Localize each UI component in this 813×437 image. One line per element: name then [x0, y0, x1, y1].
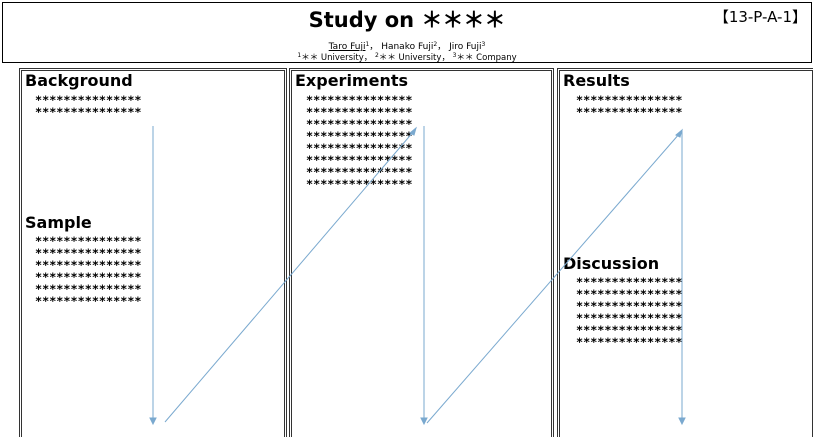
body-line: ***************: [306, 177, 413, 191]
author-separator: ，: [437, 42, 447, 52]
section-body-discussion: *************** *************** **********…: [576, 276, 683, 348]
body-line: ***************: [35, 93, 142, 107]
author-superscript: 3: [481, 41, 486, 48]
body-line: ***************: [576, 93, 683, 107]
body-line: ***************: [35, 294, 142, 308]
body-line: ***************: [576, 105, 683, 119]
poster-title: Study on ＊＊＊＊: [308, 8, 506, 32]
section-title-experiments: Experiments: [295, 71, 409, 90]
body-line: ***************: [35, 105, 142, 119]
section-body-background: *************** ***************: [35, 94, 142, 118]
affiliation-list: 1＊＊ University， 2＊＊ University， 3＊＊ Comp…: [3, 50, 811, 64]
author-superscript: 2: [433, 41, 438, 48]
poster-id: 【13-P-A-1】: [713, 8, 807, 26]
body-line: ***************: [35, 258, 142, 272]
body-line: ***************: [35, 282, 142, 296]
body-line: ***************: [306, 117, 413, 131]
section-title-sample: Sample: [25, 213, 92, 232]
author-name: Taro Fuji: [328, 42, 366, 52]
body-line: ***************: [35, 270, 142, 284]
section-body-sample: *************** *************** **********…: [35, 235, 142, 307]
affiliation-superscript: 2: [375, 52, 379, 59]
affiliation-superscript: 1: [297, 52, 302, 59]
affiliation-superscript: 3: [452, 52, 457, 59]
body-line: ***************: [35, 234, 142, 248]
body-line: ***************: [35, 246, 142, 260]
author-superscript: 1: [365, 41, 370, 48]
section-title-background: Background: [25, 71, 133, 90]
poster-header: Study on ＊＊＊＊ 【13-P-A-1】 Taro Fuji1， Han…: [2, 2, 812, 63]
affiliation-name: ＊＊ Company: [456, 53, 517, 63]
affiliation-separator: ，: [363, 53, 373, 63]
section-title-results: Results: [563, 71, 630, 90]
body-line: ***************: [306, 93, 413, 107]
author-name: Hanako Fuji: [381, 42, 434, 52]
affiliation-separator: ，: [441, 53, 450, 63]
poster-column-right: [557, 68, 813, 437]
body-line: ***************: [306, 105, 413, 119]
body-line: ***************: [576, 335, 683, 349]
author-name: Jiro Fuji: [449, 42, 482, 52]
author-list: Taro Fuji1， Hanako Fuji2， Jiro Fuji3: [3, 39, 811, 53]
section-body-experiments: *************** *************** **********…: [306, 94, 413, 190]
affiliation-name: ＊＊ University: [378, 53, 442, 63]
affiliation-name: ＊＊ University: [301, 53, 364, 63]
section-body-results: *************** ***************: [576, 94, 683, 118]
section-title-discussion: Discussion: [563, 254, 660, 273]
author-separator: ，: [369, 42, 379, 52]
